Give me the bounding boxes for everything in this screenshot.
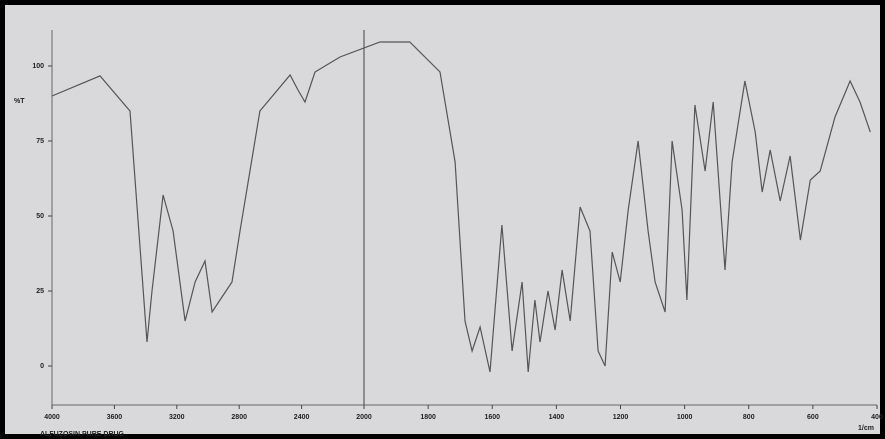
x-tick-label: 800: [743, 414, 755, 421]
y-tick-label: 75: [36, 138, 44, 145]
x-tick-label: 2800: [231, 414, 247, 421]
x-tick-label: 400: [871, 414, 883, 421]
x-tick-label: 1800: [420, 414, 436, 421]
chart-title: ALFUZOSIN PURE DRUG: [40, 431, 125, 438]
page: ALFUZOSIN PURE DRUG %T 1/cm 0 25 50 75 100 40…: [0, 0, 885, 439]
y-tick-label: 100: [32, 63, 44, 70]
x-tick-label: 1400: [549, 414, 565, 421]
x-tick-label: 4000: [44, 414, 60, 421]
chart: ALFUZOSIN PURE DRUG %T 1/cm 0 25 50 75 100 40…: [0, 0, 885, 439]
x-tick-label: 1200: [613, 414, 629, 421]
y-tick-label: 25: [36, 288, 44, 295]
x-tick-label: 2000: [356, 414, 372, 421]
x-axis-label: 1/cm: [858, 425, 874, 432]
x-tick-label: 600: [807, 414, 819, 421]
y-tick-label: 50: [36, 213, 44, 220]
y-tick-label: 0: [40, 363, 44, 370]
x-tick-label: 3200: [169, 414, 185, 421]
chart-background: [5, 5, 880, 434]
y-axis-label: %T: [14, 98, 25, 105]
x-tick-label: 1000: [677, 414, 693, 421]
x-tick-label: 2400: [294, 414, 310, 421]
x-tick-label: 1600: [484, 414, 500, 421]
x-tick-label: 3600: [107, 414, 123, 421]
